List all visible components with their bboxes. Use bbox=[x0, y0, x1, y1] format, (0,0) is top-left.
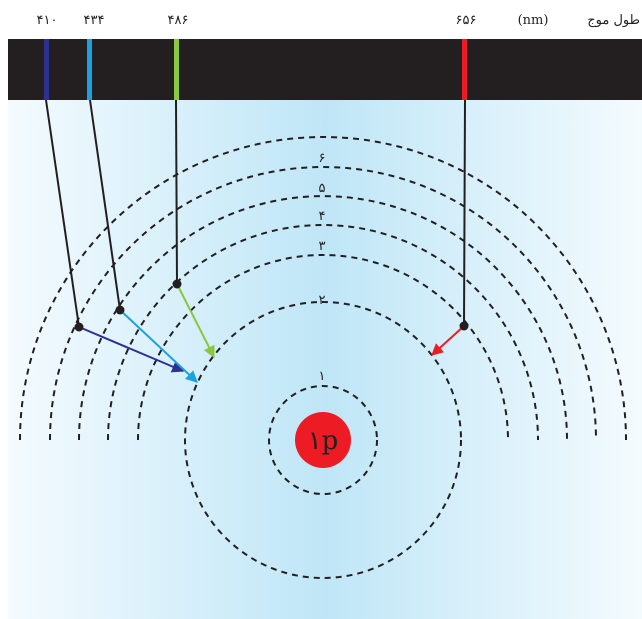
transition-dot-656 bbox=[459, 321, 469, 331]
unit-label: (nm) bbox=[518, 13, 549, 28]
wavelength-656-label: ۶۵۶ bbox=[456, 13, 477, 28]
level-label-1: ۱ bbox=[319, 369, 326, 384]
wavelength-410-label: ۴۱۰ bbox=[37, 13, 58, 28]
connector-486 bbox=[175, 99, 178, 285]
wavelength-434-label: ۴۳۴ bbox=[84, 13, 105, 28]
nucleus-label: ۱p bbox=[308, 426, 339, 456]
level-label-6: ۶ bbox=[319, 151, 326, 166]
connector-656 bbox=[463, 99, 466, 327]
transition-dot-486 bbox=[172, 279, 182, 289]
orbit-n7 bbox=[19, 136, 627, 441]
spectral-line-486 bbox=[174, 39, 179, 100]
transition-arrow-656 bbox=[431, 325, 465, 356]
spectral-line-656 bbox=[462, 39, 467, 100]
orbit-n6 bbox=[49, 166, 597, 441]
wavelength-label: طول موج bbox=[587, 13, 640, 28]
orbit-n2 bbox=[184, 301, 462, 579]
transition-dot-410 bbox=[74, 322, 84, 332]
level-label-5: ۵ bbox=[319, 181, 326, 196]
spectral-line-410 bbox=[44, 39, 49, 100]
spectral-line-434 bbox=[87, 39, 92, 100]
wavelength-486-label: ۴۸۶ bbox=[168, 13, 189, 28]
connector-410 bbox=[45, 99, 80, 328]
spectrum-strip bbox=[8, 39, 642, 100]
orbit-n3 bbox=[137, 254, 509, 441]
level-label-4: ۴ bbox=[319, 209, 326, 224]
transition-arrow-410 bbox=[78, 326, 185, 373]
nucleus bbox=[295, 412, 351, 468]
orbit-n4 bbox=[107, 224, 539, 441]
transition-arrow-486 bbox=[176, 283, 215, 359]
transition-arrow-434 bbox=[119, 309, 198, 383]
level-label-3: ۳ bbox=[319, 239, 326, 254]
transition-dot-434 bbox=[115, 305, 125, 315]
orbit-n1 bbox=[268, 385, 378, 495]
background-panel bbox=[8, 100, 642, 619]
connector-434 bbox=[89, 99, 121, 311]
level-label-2: ۲ bbox=[319, 293, 326, 308]
